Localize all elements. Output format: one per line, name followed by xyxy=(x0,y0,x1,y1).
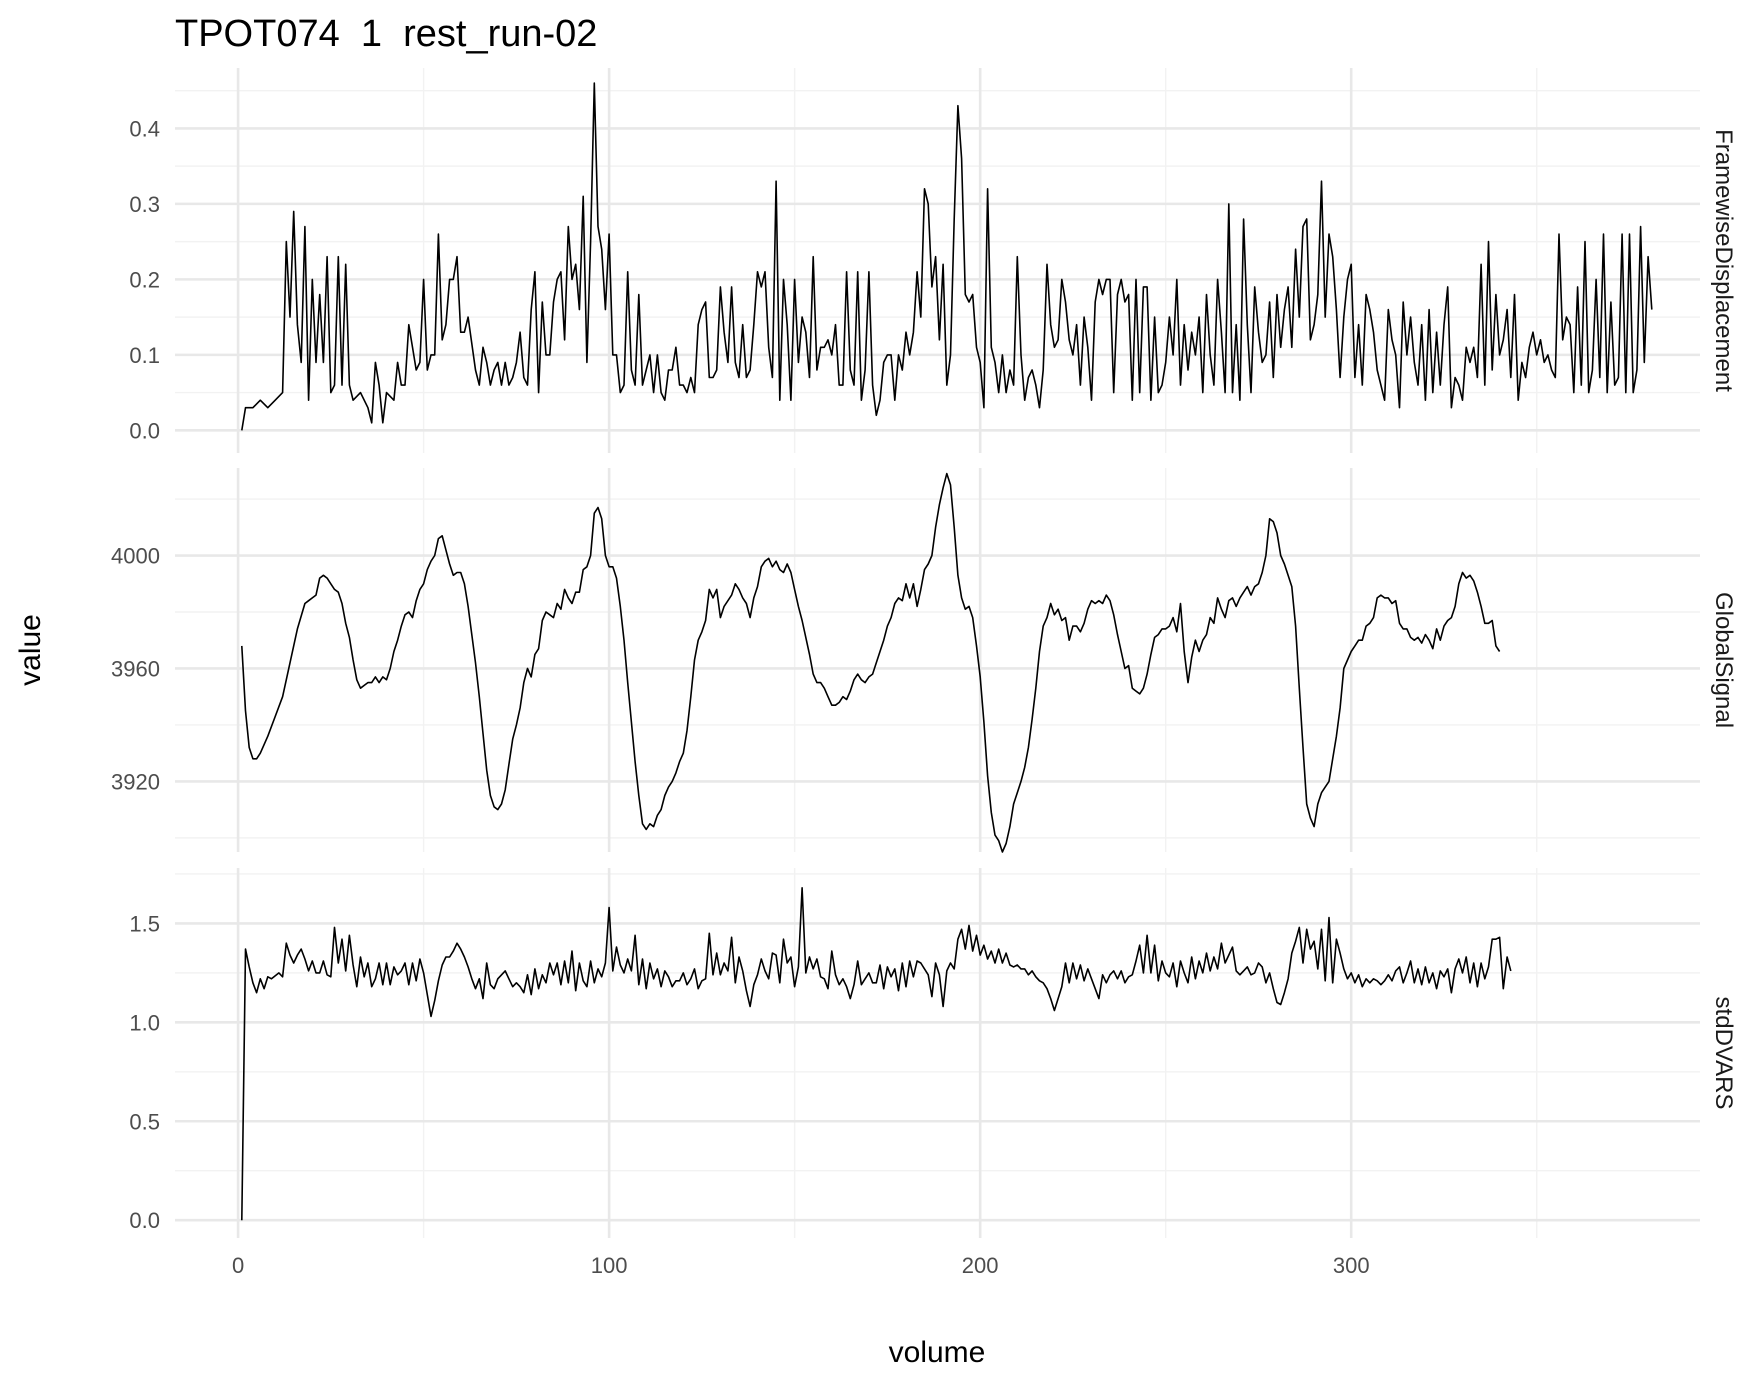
facet-strip-label: GlobalSignal xyxy=(1710,592,1737,728)
y-tick-label: 0.2 xyxy=(129,267,160,292)
series-line-stdDVARS xyxy=(241,886,1512,1221)
y-tick-label: 0.3 xyxy=(129,192,160,217)
x-axis: 0 100 200 300 xyxy=(232,1253,1370,1278)
gridlines xyxy=(175,468,1700,852)
x-tick-label: 300 xyxy=(1333,1253,1370,1278)
x-tick-label: 0 xyxy=(232,1253,244,1278)
x-tick-label: 100 xyxy=(591,1253,628,1278)
facet-strip-label: stdDVARS xyxy=(1710,997,1737,1110)
y-tick-label: 0.4 xyxy=(129,116,160,141)
facet-stdDVARS: 0.0 0.5 1.0 1.5 stdDVARS xyxy=(129,868,1737,1238)
facet-strip-label: FramewiseDisplacement xyxy=(1710,129,1737,392)
y-tick-label: 1.0 xyxy=(129,1010,160,1035)
y-tick-label: 0.1 xyxy=(129,343,160,368)
facet-panels: 0.0 0.1 0.2 0.3 0.4 FramewiseDisplacement 3920… xyxy=(111,68,1737,1238)
y-tick-label: 3960 xyxy=(111,656,160,681)
gridlines xyxy=(175,868,1700,1238)
y-axis-title: value xyxy=(14,614,47,686)
y-tick-label: 0.0 xyxy=(129,418,160,443)
x-axis-title: volume xyxy=(889,1336,986,1369)
series-line-GlobalSignal xyxy=(241,472,1501,853)
y-tick-label: 4000 xyxy=(111,544,160,569)
gridlines xyxy=(175,68,1700,453)
y-tick-label: 1.5 xyxy=(129,911,160,936)
y-tick-label: 3920 xyxy=(111,769,160,794)
facet-GlobalSignal: 3920 3960 4000 GlobalSignal xyxy=(111,468,1737,853)
facet-FramewiseDisplacement: 0.0 0.1 0.2 0.3 0.4 FramewiseDisplacement xyxy=(129,68,1737,453)
series-line-FramewiseDisplacement xyxy=(241,82,1653,431)
chart-title: TPOT074 1 rest_run-02 xyxy=(175,13,597,55)
y-tick-label: 0.0 xyxy=(129,1208,160,1233)
y-tick-label: 0.5 xyxy=(129,1109,160,1134)
x-tick-label: 200 xyxy=(962,1253,999,1278)
